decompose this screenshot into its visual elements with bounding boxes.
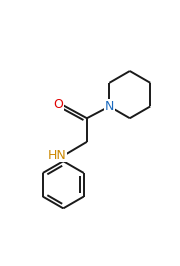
Text: O: O <box>53 98 63 111</box>
Text: N: N <box>105 100 114 113</box>
Text: HN: HN <box>48 149 67 162</box>
